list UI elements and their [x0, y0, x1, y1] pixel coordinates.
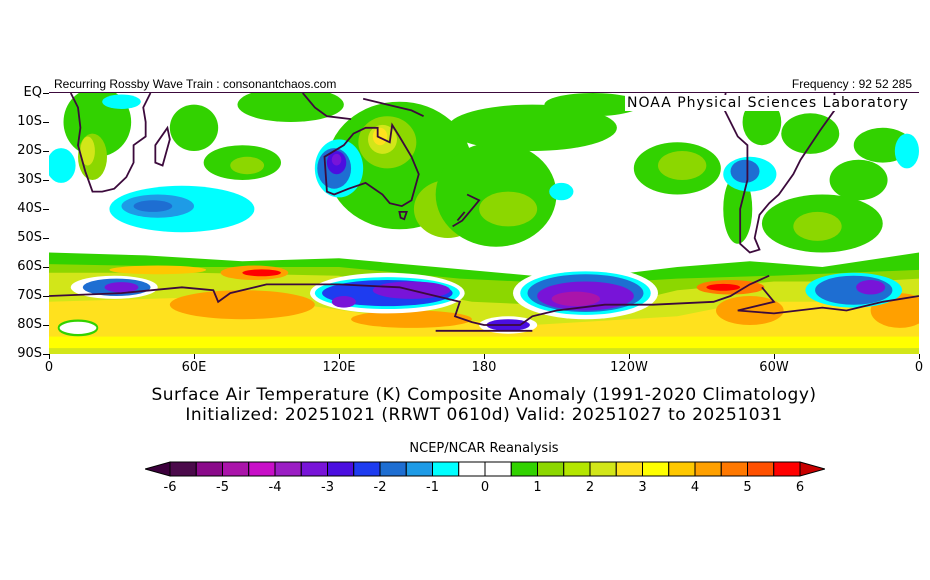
colorbar-swatch: [510, 461, 538, 477]
lat-tick-label: 80S: [17, 317, 42, 332]
lat-tick: [43, 180, 49, 181]
coast-indonesia: [303, 93, 424, 119]
colorbar-swatch: [195, 461, 223, 477]
lon-tick: [629, 354, 630, 359]
lon-tick: [49, 354, 50, 359]
colorbar-tick-label: 2: [585, 480, 595, 495]
colorbar-swatch: [694, 461, 722, 477]
lat-tick-label: 90S: [17, 346, 42, 361]
colorbar-swatch: [248, 461, 276, 477]
coast-south-america: [723, 93, 834, 253]
coast-australia: [325, 125, 419, 206]
colorbar-swatch: [537, 461, 565, 477]
colorbar-tick-label: 5: [743, 480, 752, 495]
lon-tick-label: 180: [471, 360, 497, 375]
colorbar-swatch: [169, 461, 197, 477]
lat-tick: [43, 267, 49, 268]
colorbar-swatch: [379, 461, 407, 477]
header-source-text: Recurring Rossby Wave Train : consonantc…: [54, 77, 337, 91]
colorbar-tick-label: 0: [480, 480, 490, 495]
lon-tick-label: 60W: [759, 360, 789, 375]
lon-tick: [774, 354, 775, 359]
colorbar: [145, 461, 825, 477]
colorbar-tick-label: -1: [426, 480, 439, 495]
lat-tick: [43, 325, 49, 326]
colorbar-swatch: [327, 461, 355, 477]
lon-tick-label: 0: [914, 360, 924, 375]
colorbar-tick-label: -3: [321, 480, 334, 495]
lat-tick: [43, 151, 49, 152]
colorbar-tick-label: 6: [795, 480, 805, 495]
colorbar-swatch: [773, 461, 801, 477]
colorbar-swatch: [668, 461, 696, 477]
lat-tick-label: 30S: [17, 172, 42, 187]
lon-tick: [339, 354, 340, 359]
colorbar-tick-label: 1: [533, 480, 542, 495]
colorbar-swatch: [589, 461, 617, 477]
colorbar-tick-label: -6: [163, 480, 177, 495]
colorbar-tick-label: -2: [373, 480, 387, 495]
map-subtitle: Initialized: 20251021 (RRWT 0610d) Valid…: [185, 405, 783, 425]
colorbar-title: NCEP/NCAR Reanalysis: [409, 441, 559, 456]
lat-tick-label: 50S: [17, 230, 42, 245]
coastlines: [49, 93, 919, 331]
colorbar-swatch: [432, 461, 460, 477]
map-title: Surface Air Temperature (K) Composite An…: [151, 385, 817, 405]
lon-tick-label: 60E: [181, 360, 207, 375]
anomaly-map: [49, 93, 919, 354]
colorbar-tick-label: 4: [690, 480, 700, 495]
coast-tasmania: [399, 212, 406, 219]
lab-credit: NOAA Physical Sciences Laboratory: [625, 95, 911, 111]
colorbar-swatch: [222, 461, 250, 477]
lon-tick-label: 120E: [322, 360, 356, 375]
colorbar-swatch: [484, 461, 512, 477]
colorbar-swatch: [458, 461, 486, 477]
lat-tick-label: 70S: [17, 288, 42, 303]
colorbar-swatch: [300, 461, 328, 477]
colorbar-swatch: [720, 461, 748, 477]
colorbar-over-triangle: [799, 461, 825, 477]
coast-antarctica: [49, 276, 919, 331]
lon-tick: [484, 354, 485, 359]
colorbar-under-triangle: [145, 461, 171, 477]
lat-tick-label: 20S: [17, 143, 42, 158]
lat-tick: [43, 296, 49, 297]
lon-tick: [194, 354, 195, 359]
coast-africa: [71, 93, 151, 192]
lon-tick-label: 120W: [610, 360, 648, 375]
lat-tick-label: 10S: [17, 114, 42, 129]
colorbar-swatch: [642, 461, 670, 477]
lat-tick-label: 40S: [17, 201, 42, 216]
colorbar-tick-label: -4: [268, 480, 282, 495]
lat-tick: [43, 93, 49, 94]
header-frequency-text: Frequency : 92 52 285: [791, 77, 912, 91]
colorbar-swatch: [353, 461, 381, 477]
colorbar-swatch: [274, 461, 302, 477]
colorbar-swatch: [747, 461, 775, 477]
colorbar-swatch: [563, 461, 591, 477]
coast-madagascar: [155, 128, 170, 166]
lat-tick: [43, 209, 49, 210]
lon-tick: [919, 354, 920, 359]
lat-tick-label: 60S: [17, 259, 42, 274]
colorbar-swatch: [615, 461, 643, 477]
lon-tick-label: 0: [44, 360, 54, 375]
lat-tick: [43, 354, 49, 355]
colorbar-tick-label: -5: [216, 480, 229, 495]
lat-tick-label: EQ: [23, 85, 42, 100]
lat-tick: [43, 122, 49, 123]
colorbar-swatch: [405, 461, 433, 477]
colorbar-tick-label: 3: [638, 480, 647, 495]
lat-tick: [43, 238, 49, 239]
coast-new-zealand: [453, 195, 480, 227]
warm-anomaly-fields: [49, 93, 919, 354]
